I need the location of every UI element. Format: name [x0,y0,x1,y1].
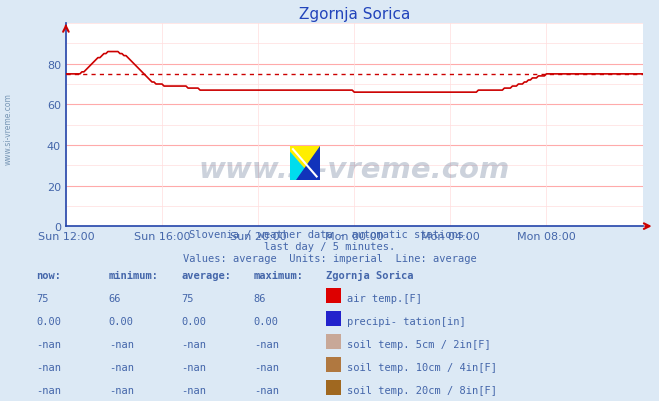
Text: 75: 75 [181,294,194,304]
Text: 0.00: 0.00 [109,316,134,326]
Text: Zgornja Sorica: Zgornja Sorica [326,270,414,281]
Text: Slovenia / weather data - automatic stations.: Slovenia / weather data - automatic stat… [189,229,470,239]
Text: precipi- tation[in]: precipi- tation[in] [347,316,466,326]
Text: air temp.[F]: air temp.[F] [347,294,422,304]
Text: -nan: -nan [36,339,61,349]
Title: Zgornja Sorica: Zgornja Sorica [299,6,410,22]
Polygon shape [296,146,320,180]
Text: soil temp. 20cm / 8in[F]: soil temp. 20cm / 8in[F] [347,385,498,395]
Text: -nan: -nan [181,339,206,349]
Text: -nan: -nan [254,362,279,372]
Text: 86: 86 [254,294,266,304]
Text: -nan: -nan [181,362,206,372]
Text: -nan: -nan [109,385,134,395]
Text: 75: 75 [36,294,49,304]
Text: 0.00: 0.00 [181,316,206,326]
Text: now:: now: [36,271,61,281]
Text: -nan: -nan [109,362,134,372]
Text: 0.00: 0.00 [36,316,61,326]
Text: 0.00: 0.00 [254,316,279,326]
Text: minimum:: minimum: [109,271,159,281]
Text: average:: average: [181,271,231,281]
Text: -nan: -nan [36,385,61,395]
Text: www.si-vreme.com: www.si-vreme.com [198,156,510,184]
Polygon shape [290,153,314,180]
Text: -nan: -nan [36,362,61,372]
Polygon shape [290,146,320,164]
Text: 66: 66 [109,294,121,304]
Text: last day / 5 minutes.: last day / 5 minutes. [264,241,395,251]
Text: -nan: -nan [254,339,279,349]
Text: Values: average  Units: imperial  Line: average: Values: average Units: imperial Line: av… [183,253,476,263]
Text: maximum:: maximum: [254,271,304,281]
Text: soil temp. 10cm / 4in[F]: soil temp. 10cm / 4in[F] [347,362,498,372]
Text: -nan: -nan [109,339,134,349]
Text: -nan: -nan [254,385,279,395]
Text: www.si-vreme.com: www.si-vreme.com [3,93,13,164]
Text: soil temp. 5cm / 2in[F]: soil temp. 5cm / 2in[F] [347,339,491,349]
Text: -nan: -nan [181,385,206,395]
Polygon shape [290,146,320,180]
